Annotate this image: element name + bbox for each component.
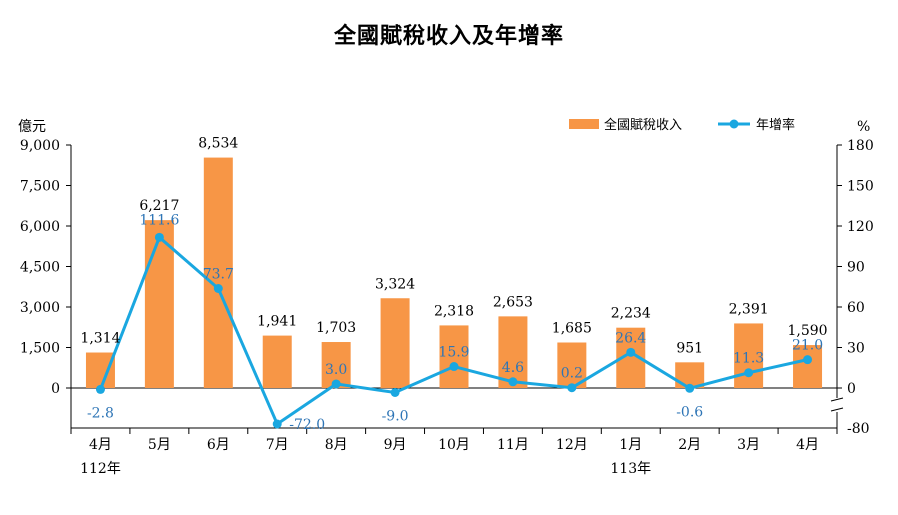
growth-value-label: 26.4 [615,330,646,346]
bar-value-label: 8,534 [198,136,238,152]
bar-value-label: 2,234 [611,306,651,322]
right-tick-label: 90 [847,260,865,276]
bar [793,345,823,388]
bar-value-label: 1,314 [80,331,120,347]
growth-value-label: 0.2 [561,366,583,382]
growth-value-label: 11.3 [733,351,764,367]
growth-point [213,284,223,294]
bar-value-label: 951 [676,340,703,356]
growth-value-label: 15.9 [438,345,469,361]
left-tick-label: 0 [51,381,60,397]
left-tick-label: 9,000 [20,138,60,154]
left-axis-unit: 億元 [18,119,46,135]
bar [262,335,292,388]
left-tick-label: 4,500 [20,260,60,276]
x-tick-label: 4月 [89,437,112,453]
bar-value-label: 2,653 [493,294,533,310]
legend-line-label: 年增率 [756,117,795,133]
x-tick-label: 12月 [556,437,588,453]
bar-value-label: 2,391 [729,301,769,317]
bar [203,157,233,388]
year-label: 112年 [80,461,121,477]
bar [439,325,469,388]
left-tick-label: 7,500 [20,179,60,195]
x-tick-label: 9月 [384,437,407,453]
x-tick-label: 2月 [678,437,701,453]
bar-value-label: 6,217 [139,198,179,214]
growth-point [685,383,695,393]
growth-point [803,355,813,365]
bar [380,298,410,388]
growth-value-label: 3.0 [325,362,347,378]
growth-point [154,232,164,242]
legend-bar-swatch [569,119,599,129]
right-tick-label: 0 [847,381,856,397]
growth-value-label: -72.0 [289,417,325,433]
growth-value-label: -9.0 [382,409,409,425]
legend-bar-label: 全國賦稅收入 [604,117,682,133]
x-tick-label: 6月 [207,437,230,453]
right-tick-label: 180 [847,138,874,154]
left-tick-label: 1,500 [20,341,60,357]
year-label: 113年 [610,461,651,477]
growth-value-label: -0.6 [676,404,703,420]
growth-point [508,377,518,387]
growth-point [331,379,341,389]
growth-point [272,419,282,429]
right-axis-unit: % [857,119,870,135]
bar-value-label: 1,941 [257,314,297,330]
left-tick-label: 3,000 [20,300,60,316]
bar-value-label: 1,685 [552,321,592,337]
right-tick-label: 30 [847,341,865,357]
bar-value-label: 1,590 [787,323,827,339]
x-tick-label: 7月 [266,437,289,453]
growth-point [626,347,636,357]
growth-point [449,362,459,372]
bar-value-label: 2,318 [434,303,474,319]
bar-value-label: 1,703 [316,320,356,336]
x-tick-label: 3月 [737,437,760,453]
growth-point [390,388,400,397]
left-tick-label: 6,000 [20,219,60,235]
growth-point [95,384,105,394]
growth-point [567,383,577,393]
bar [85,352,115,388]
chart-title: 全國賦稅收入及年增率 [333,24,564,49]
growth-point [744,368,754,378]
axis-break-mark [830,397,844,412]
right-tick-label: 120 [847,219,874,235]
x-tick-label: 11月 [497,437,529,453]
bar [498,316,528,388]
x-tick-label: 1月 [619,437,642,453]
right-tick-label: 150 [847,179,874,195]
legend-line-marker [729,119,739,129]
x-tick-label: 5月 [148,437,171,453]
bar-value-label: 3,324 [375,276,415,292]
growth-value-label: -2.8 [87,405,114,421]
growth-value-label: 4.6 [502,360,524,376]
x-tick-label: 4月 [796,437,819,453]
right-tick-label: 60 [847,300,865,316]
growth-value-label: 111.6 [139,212,179,228]
x-tick-label: 10月 [438,437,470,453]
growth-value-label: 73.7 [203,267,234,283]
right-tick-label-min: -80 [847,421,870,437]
growth-value-label: 21.0 [792,338,823,354]
bar [144,220,174,388]
x-tick-label: 8月 [325,437,348,453]
